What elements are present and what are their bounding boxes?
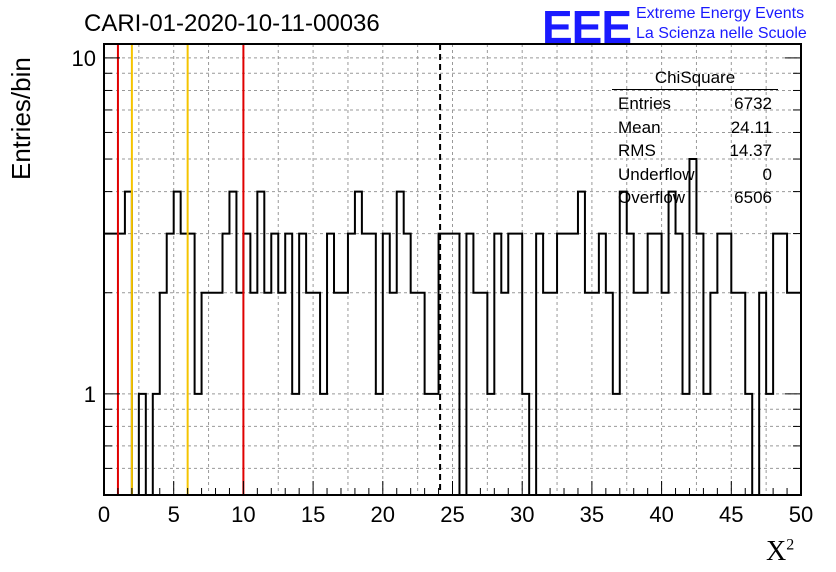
x-tick-label: 50 — [789, 502, 813, 527]
stats-row: Mean 24.11 — [612, 116, 778, 140]
x-axis-label: X2 — [766, 536, 794, 568]
y-tick-label: 10 — [72, 46, 96, 71]
stats-label: RMS — [618, 141, 656, 160]
x-tick-label: 20 — [371, 502, 395, 527]
stats-label: Entries — [618, 94, 671, 113]
x-tick-label: 0 — [98, 502, 110, 527]
x-tick-label: 10 — [231, 502, 255, 527]
chart-title: CARI-01-2020-10-11-00036 — [84, 10, 380, 37]
stats-label: Underflow — [618, 164, 695, 184]
x-tick-label: 40 — [649, 502, 673, 527]
logo-line-1: Extreme Energy Events — [636, 5, 805, 22]
stats-value: 6506 — [734, 188, 772, 207]
x-axis-label-base: X — [766, 536, 787, 567]
histogram-line — [104, 158, 801, 495]
x-tick-label: 30 — [510, 502, 534, 527]
stats-row: RMS 14.37 — [612, 139, 778, 163]
stats-row: Underflow 0 — [612, 163, 778, 187]
stats-value: 0 — [762, 164, 772, 184]
x-tick-label: 45 — [719, 502, 743, 527]
eee-logo-text: Extreme Energy Events La Scienza nelle S… — [636, 4, 807, 44]
stats-label: Mean — [618, 117, 661, 137]
stats-value: 6732 — [734, 94, 772, 113]
stats-value: 14.37 — [729, 141, 772, 160]
x-tick-label: 25 — [440, 502, 464, 527]
x-tick-label: 5 — [168, 502, 180, 527]
stats-box: ChiSquare Entries 6732 Mean 24.11 RMS 14.37… — [612, 68, 778, 210]
stats-row: Entries 6732 — [612, 92, 778, 116]
stats-label: Overflow — [618, 188, 686, 207]
logo-line-2: La Scienza nelle Scuole — [636, 25, 807, 42]
stats-title: ChiSquare — [612, 68, 778, 90]
x-tick-label: 35 — [580, 502, 604, 527]
x-tick-label: 15 — [301, 502, 325, 527]
stats-value: 24.11 — [730, 117, 772, 137]
eee-logo: EEE — [542, 1, 632, 53]
y-tick-label: 1 — [84, 382, 96, 407]
stats-row: Overflow 6506 — [612, 186, 778, 210]
y-axis-label: Entries/bin — [6, 57, 36, 180]
x-axis-label-sup: 2 — [786, 536, 795, 554]
